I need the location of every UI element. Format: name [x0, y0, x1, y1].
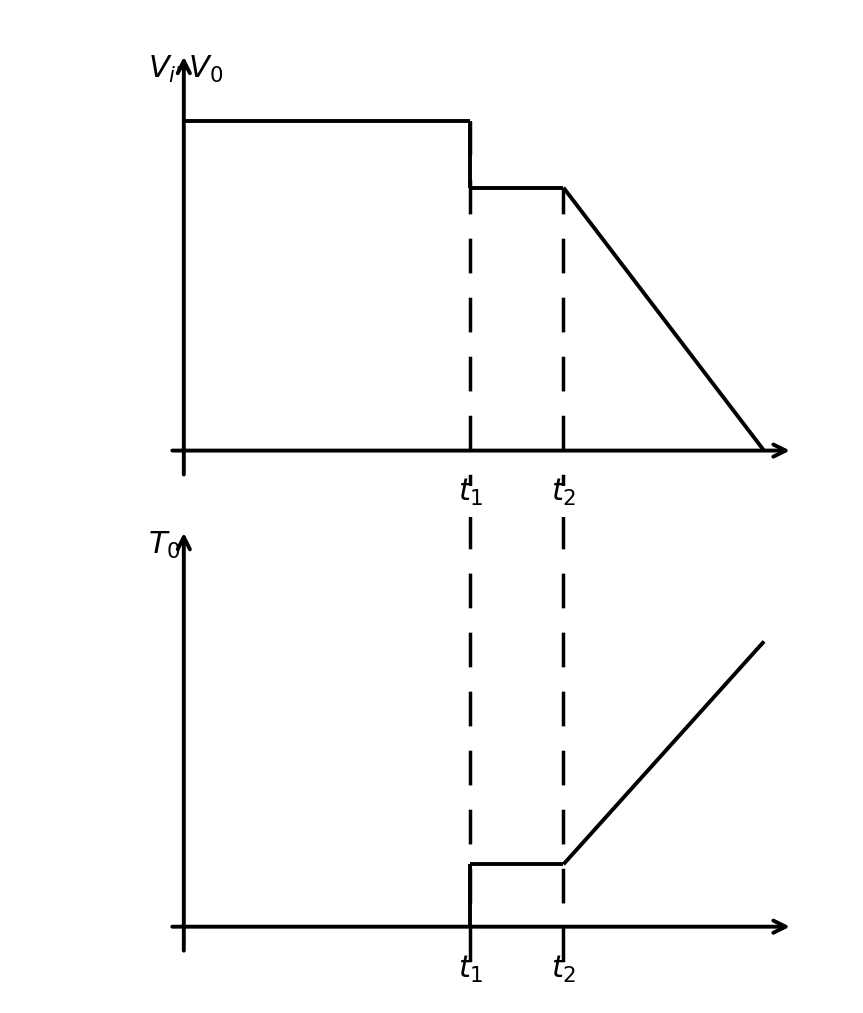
Text: $t_2$: $t_2$ [551, 953, 576, 985]
Text: $t_1$: $t_1$ [457, 477, 483, 509]
Text: $t_1$: $t_1$ [457, 953, 483, 985]
Text: $t_2$: $t_2$ [551, 477, 576, 509]
Text: $T_0$: $T_0$ [148, 530, 180, 561]
Text: $V_i$-$V_0$: $V_i$-$V_0$ [148, 54, 224, 85]
